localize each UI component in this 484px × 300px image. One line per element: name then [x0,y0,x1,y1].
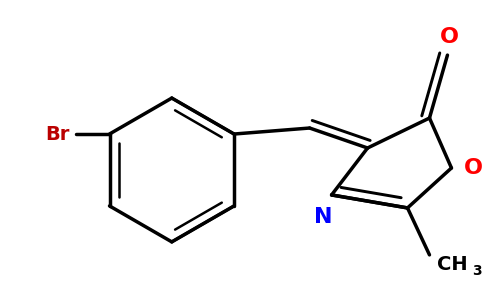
Text: Br: Br [45,124,70,143]
Text: O: O [464,158,483,178]
Text: N: N [314,207,333,227]
Text: O: O [440,27,459,47]
Text: 3: 3 [472,264,482,278]
Text: CH: CH [438,255,468,274]
